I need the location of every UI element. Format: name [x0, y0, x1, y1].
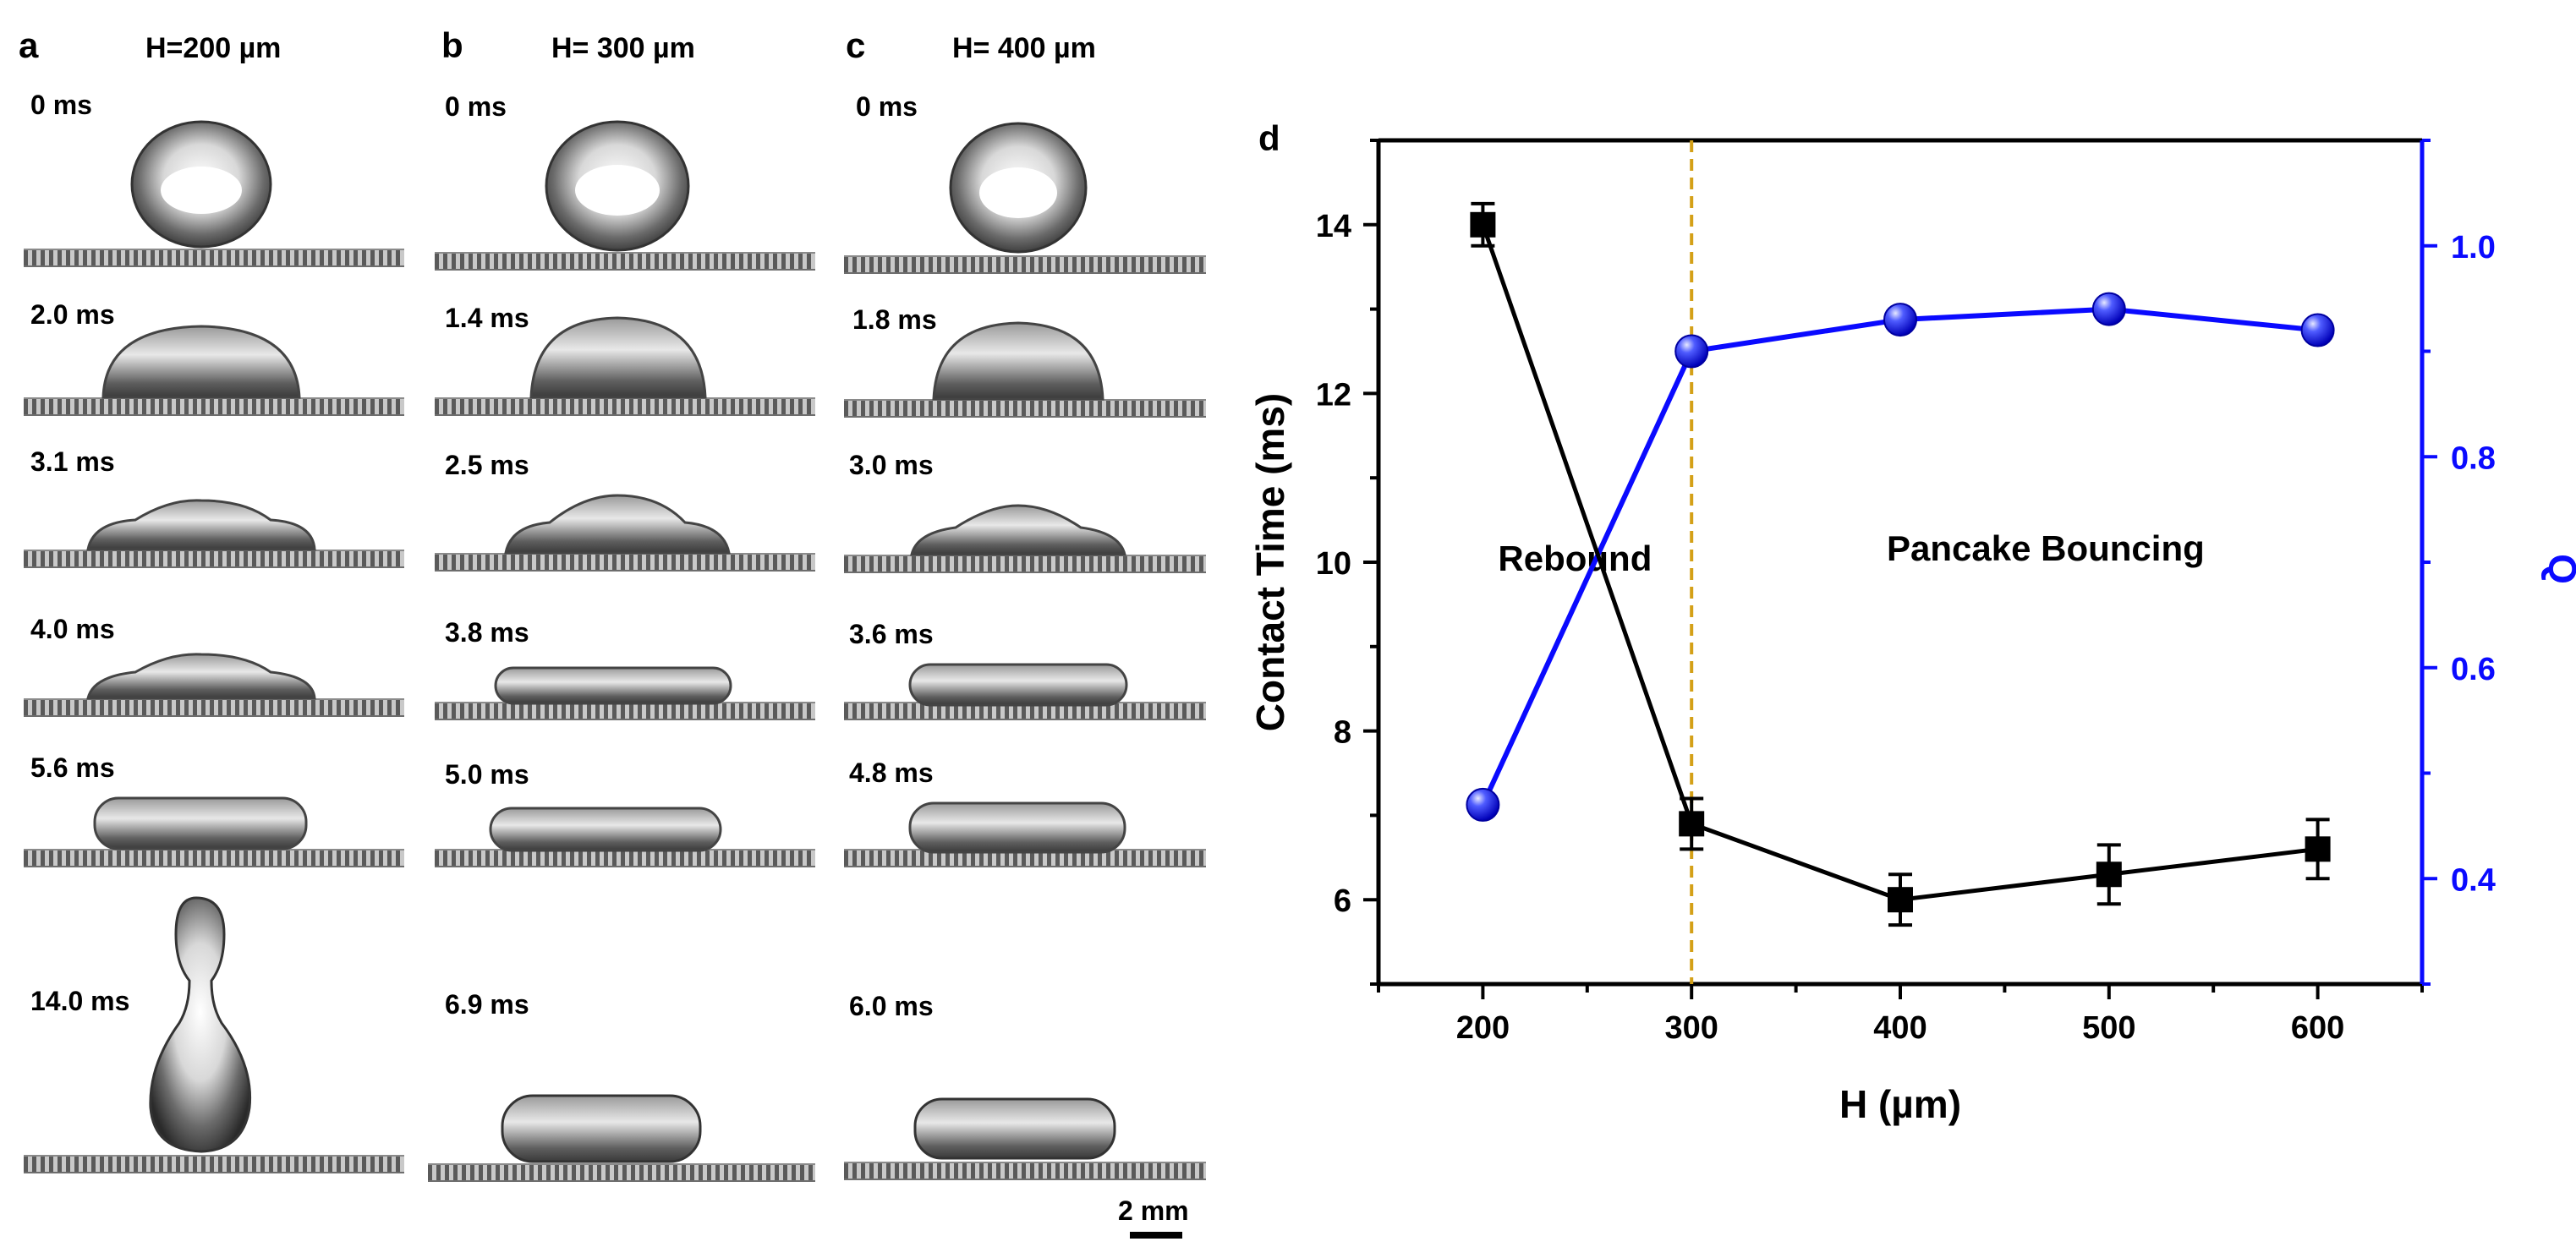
series-contact-time-point [2096, 861, 2122, 888]
panel-c-title: H= 400 µm [952, 32, 1096, 64]
time-label: 1.8 ms [852, 304, 937, 335]
time-label: 0 ms [445, 91, 507, 122]
x-axis-label: H (µm) [1839, 1082, 1961, 1126]
time-label: 4.0 ms [30, 614, 115, 644]
x-tick-label: 300 [1664, 1010, 1718, 1046]
droplet-c-1ms [932, 321, 1104, 401]
time-label: 1.4 ms [445, 303, 529, 333]
time-label: 4.8 ms [849, 758, 934, 788]
y-right-tick-label: 1.0 [2451, 230, 2496, 265]
droplet-b-5ms [489, 807, 722, 852]
panel-b-title: H= 300 µm [551, 32, 695, 64]
panel-a-letter: a [19, 25, 39, 65]
y-left-tick-label: 6 [1334, 883, 1351, 919]
time-label: 5.6 ms [30, 752, 115, 783]
droplet-c-3-6ms [908, 663, 1128, 707]
x-tick-label: 600 [2291, 1010, 2344, 1046]
y-left-axis-label: Contact Time (ms) [1248, 393, 1292, 731]
substrate-strip [24, 1155, 404, 1173]
droplet-a-5ms [93, 796, 308, 851]
series-contact-time-point [2305, 836, 2331, 862]
series-q-point [1674, 334, 1709, 369]
scale-bar [1130, 1232, 1182, 1239]
y-left-tick-label: 12 [1316, 377, 1351, 413]
time-label: 0 ms [30, 90, 92, 120]
droplet-a-14ms [149, 896, 252, 1153]
time-label: 3.1 ms [30, 446, 115, 477]
droplet-b-2ms [504, 494, 731, 555]
x-tick-label: 400 [1873, 1010, 1927, 1046]
substrate-strip [428, 1163, 815, 1182]
annotation-rebound: Rebound [1498, 539, 1652, 578]
droplet-b-0ms [545, 120, 690, 252]
droplet-b-1ms [529, 316, 707, 399]
droplet-a-4ms [86, 653, 316, 700]
substrate-strip [844, 1162, 1206, 1180]
droplet-a-2ms [101, 325, 301, 399]
y-right-axis-label: Q [2540, 554, 2576, 584]
x-tick-label: 500 [2082, 1010, 2135, 1046]
y-left-tick-label: 14 [1316, 209, 1351, 244]
series-q-point [2300, 313, 2335, 347]
scale-bar-label: 2 mm [1118, 1195, 1189, 1226]
panel-b-letter: b [441, 25, 463, 65]
time-label: 2.5 ms [445, 450, 529, 480]
substrate-strip [435, 252, 815, 271]
panel-c-letter: c [846, 25, 866, 65]
time-label: 14.0 ms [30, 986, 130, 1016]
time-label: 3.8 ms [445, 617, 529, 648]
y-right-tick-label: 0.4 [2451, 862, 2496, 898]
droplet-c-3ms [910, 504, 1126, 556]
time-label: 6.0 ms [849, 991, 934, 1021]
droplet-snapshots [86, 120, 1128, 1163]
droplet-c-6ms [913, 1097, 1116, 1160]
panel-d-letter: d [1258, 118, 1280, 158]
time-label: 2.0 ms [30, 299, 115, 330]
y-left-tick-label: 8 [1334, 715, 1351, 751]
series-q-point [1883, 303, 1917, 337]
droplet-a-3ms [86, 499, 316, 551]
series-contact-time-point [1470, 211, 1496, 238]
droplet-b-3ms [494, 666, 732, 705]
y-right-tick-label: 0.6 [2451, 652, 2496, 687]
y-left-tick-label: 10 [1316, 546, 1351, 582]
series-contact-time-point [1888, 887, 1913, 913]
time-label: 3.6 ms [849, 619, 934, 649]
droplet-c-4ms [908, 801, 1126, 854]
series-q-point [2091, 292, 2126, 326]
substrate-strip [844, 255, 1206, 274]
droplet-a-0ms [130, 120, 272, 249]
panel-a-title: H=200 µm [145, 32, 282, 64]
time-label: 0 ms [856, 91, 918, 122]
droplet-c-0ms [949, 122, 1088, 254]
annotation-pancake-bouncing: Pancake Bouncing [1887, 528, 2205, 568]
droplet-b-6ms [501, 1094, 702, 1163]
substrate-strip [24, 249, 404, 267]
time-label: 5.0 ms [445, 759, 529, 790]
time-label: 3.0 ms [849, 450, 934, 480]
series-q-point [1466, 787, 1500, 822]
time-label: 6.9 ms [445, 989, 529, 1020]
x-tick-label: 200 [1456, 1010, 1510, 1046]
series-contact-time-point [1679, 811, 1705, 837]
y-right-tick-label: 0.8 [2451, 440, 2496, 476]
